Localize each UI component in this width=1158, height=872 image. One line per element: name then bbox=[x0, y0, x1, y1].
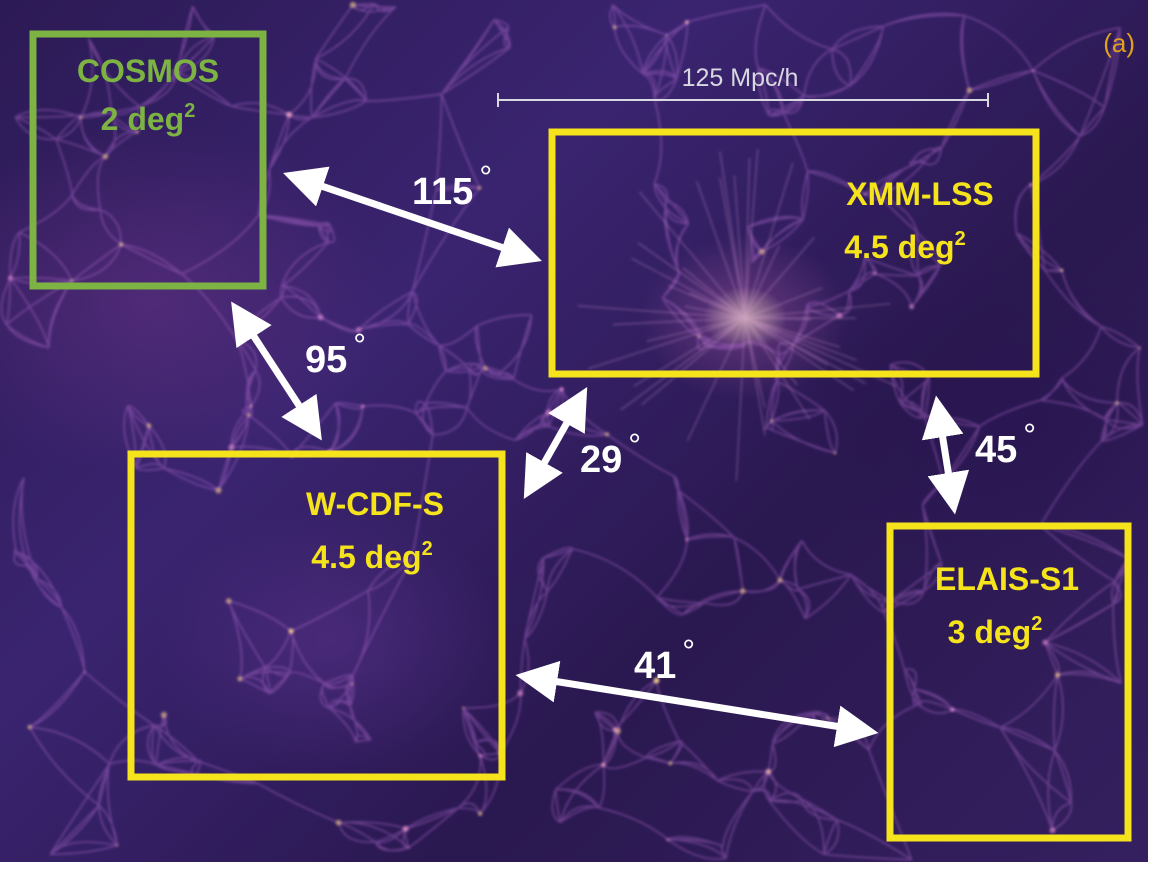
filament-knot bbox=[355, 326, 362, 333]
filament-knot bbox=[766, 769, 771, 774]
arrow-cosmos-wcdfs bbox=[231, 301, 322, 441]
filament-knot bbox=[951, 708, 954, 712]
arrow-wcdfs-elais bbox=[515, 660, 879, 748]
filament-knot bbox=[349, 1, 356, 8]
cluster-streams bbox=[577, 149, 897, 481]
field-area-cosmos: 2 deg2 bbox=[101, 100, 196, 137]
field-name-cosmos: COSMOS bbox=[77, 53, 219, 89]
filament-knot bbox=[160, 711, 167, 719]
filament-knot bbox=[116, 844, 119, 847]
filament-knot bbox=[286, 111, 293, 118]
field-name-xmm-lss: XMM-LSS bbox=[846, 176, 994, 212]
field-name-elais-s1: ELAIS-S1 bbox=[935, 561, 1079, 597]
filament-knot bbox=[863, 192, 867, 196]
arrow-cosmos-xmm bbox=[283, 166, 542, 268]
filament-knot bbox=[1115, 401, 1119, 405]
filament-knot bbox=[545, 409, 552, 416]
filament-knot bbox=[228, 444, 235, 451]
filament-knot bbox=[174, 70, 180, 76]
filament-knot bbox=[483, 365, 488, 371]
separation-xmm-elais: 45 ° bbox=[975, 417, 1036, 471]
field-box-cosmos bbox=[29, 30, 267, 290]
filament-knot bbox=[27, 724, 32, 730]
filament-knot bbox=[559, 387, 564, 392]
filament-knot bbox=[612, 25, 617, 30]
filament-knot bbox=[407, 846, 410, 849]
filament-knot bbox=[1042, 639, 1048, 646]
filament-knot bbox=[1056, 673, 1059, 677]
separation-wcdfs-elais: 41 ° bbox=[634, 633, 695, 687]
filament-knot bbox=[685, 20, 689, 24]
filament-knot bbox=[685, 537, 689, 542]
filament-knot bbox=[697, 334, 701, 338]
filament-knot bbox=[119, 242, 124, 247]
field-box-xmm-lss bbox=[548, 128, 1040, 378]
field-area-w-cdf-s: 4.5 deg2 bbox=[311, 538, 432, 575]
filament-knot bbox=[517, 690, 524, 697]
field-area-xmm-lss: 4.5 deg2 bbox=[844, 228, 965, 265]
arrow-xmm-elais bbox=[921, 395, 970, 515]
filament-knot bbox=[740, 588, 746, 594]
filament-knot bbox=[83, 670, 86, 673]
filament-knot bbox=[1031, 69, 1035, 72]
filament-knot bbox=[1138, 346, 1141, 349]
filament-knot bbox=[836, 312, 843, 319]
filament-knot bbox=[873, 271, 877, 276]
filament-knot bbox=[612, 727, 618, 732]
field-name-w-cdf-s: W-CDF-S bbox=[306, 486, 444, 522]
filament-knot bbox=[833, 451, 837, 455]
filament-knot bbox=[335, 819, 342, 826]
filament-knot bbox=[769, 419, 774, 423]
filament-knot bbox=[1049, 827, 1056, 834]
filament-knot bbox=[477, 811, 483, 817]
filament-knot bbox=[402, 825, 409, 832]
filament-knot bbox=[237, 676, 243, 682]
filament-knot bbox=[249, 404, 253, 408]
filament-knot bbox=[1060, 268, 1064, 272]
filament-knot bbox=[360, 404, 365, 409]
filament-knot bbox=[135, 130, 139, 134]
filament-knot bbox=[7, 275, 13, 281]
filament-knot bbox=[102, 153, 109, 160]
filament-knot bbox=[246, 413, 251, 417]
filament-knot bbox=[909, 304, 915, 310]
filament-knot bbox=[70, 279, 74, 283]
separation-cosmos-wcdfs: 95 ° bbox=[305, 327, 366, 381]
filament-knot bbox=[604, 432, 610, 437]
filament-knot bbox=[350, 682, 353, 686]
filament-knot bbox=[777, 577, 783, 583]
filament-knot bbox=[462, 706, 465, 709]
filament-knot bbox=[215, 487, 222, 494]
filament-knot bbox=[826, 716, 830, 720]
filament-knot bbox=[317, 314, 324, 321]
filament-knot bbox=[288, 628, 294, 634]
field-box-elais-s1 bbox=[886, 522, 1132, 842]
filament-knot bbox=[1029, 182, 1033, 187]
filament-knot bbox=[966, 87, 973, 94]
filament-knot bbox=[759, 248, 765, 255]
panel-label: (a) bbox=[1103, 28, 1135, 58]
separation-wcdfs-xmm: 29 ° bbox=[580, 427, 641, 481]
filament-knot bbox=[602, 763, 605, 767]
filament-knot bbox=[668, 761, 673, 766]
separation-cosmos-xmm: 115 ° bbox=[412, 159, 492, 213]
filament-knot bbox=[225, 598, 232, 604]
arrow-wcdfs-xmm bbox=[523, 387, 588, 499]
filament-knot bbox=[665, 34, 668, 37]
filament-knot bbox=[478, 753, 483, 759]
filament-knot bbox=[79, 115, 83, 120]
scale-bar: 125 Mpc/h bbox=[497, 64, 989, 107]
filament-knot bbox=[146, 423, 152, 429]
field-box-w-cdf-s bbox=[127, 450, 506, 781]
scale-bar-label: 125 Mpc/h bbox=[682, 64, 799, 92]
filament-knot bbox=[666, 838, 670, 842]
field-area-elais-s1: 3 deg2 bbox=[948, 613, 1043, 650]
